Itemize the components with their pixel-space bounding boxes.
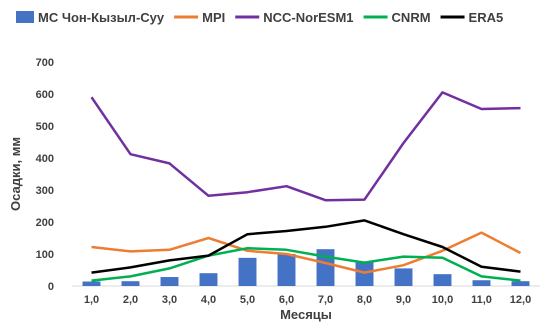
bar-mark (82, 281, 101, 286)
x-tick-label: 2,0 (123, 294, 138, 306)
line-series-group (90, 91, 522, 282)
legend-label: CNRM (392, 10, 431, 25)
legend-label: ERA5 (469, 10, 504, 25)
bar-mark (121, 281, 140, 286)
x-tick-label: 5,0 (240, 294, 255, 306)
x-tick-label: 1,0 (84, 294, 99, 306)
y-tick-label: 700 (36, 57, 54, 69)
legend-item: MPI (174, 10, 225, 25)
y-axis-title: Осадки, мм (8, 137, 23, 211)
series-line-4 (91, 219, 521, 274)
bar-mark (472, 280, 491, 286)
x-axis-title: Месяцы (280, 307, 332, 322)
bar-mark (511, 281, 530, 286)
legend-item: ERA5 (440, 10, 504, 25)
x-tick-label: 8,0 (357, 294, 372, 306)
bar-series (82, 249, 530, 286)
x-tick-label: 7,0 (318, 294, 333, 306)
bar-mark (199, 273, 218, 286)
x-tick-label: 6,0 (279, 294, 294, 306)
x-tick-label: 4,0 (201, 294, 216, 306)
y-tick-label: 200 (36, 217, 54, 229)
bar-mark (160, 277, 179, 286)
bar-mark (355, 262, 374, 286)
y-axis-ticks: 0 100 200 300 400 500 600 700 (36, 57, 54, 293)
series-line-1 (91, 231, 522, 274)
legend-item: NCC-NorESM1 (235, 10, 354, 25)
x-axis-ticks: 1,0 2,0 3,0 4,0 5,0 6,0 7,0 8,0 9,0 10,0 11,0 12,0 (84, 294, 531, 306)
x-tick-label: 10,0 (432, 294, 453, 306)
legend-label: MPI (202, 10, 225, 25)
legend-item: МС Чон-Кызыл-Суу (16, 10, 165, 25)
y-tick-label: 0 (48, 281, 54, 293)
x-tick-label: 11,0 (471, 294, 492, 306)
bar-mark (277, 254, 296, 286)
legend-item: CNRM (363, 10, 431, 25)
bar-mark (433, 274, 452, 286)
y-tick-label: 100 (36, 249, 54, 261)
x-tick-label: 3,0 (162, 294, 177, 306)
legend-swatch (16, 11, 34, 23)
series-line-2 (90, 91, 521, 202)
x-tick-label: 12,0 (510, 294, 531, 306)
bar-mark (394, 268, 413, 286)
legend-label: МС Чон-Кызыл-Суу (38, 10, 165, 25)
bar-mark (238, 257, 257, 286)
legend-label: NCC-NorESM1 (263, 10, 353, 25)
legend: МС Чон-Кызыл-Суу MPI NCC-NorESM1 CNRM ERA5 (16, 10, 503, 25)
y-tick-label: 400 (36, 153, 54, 165)
y-tick-label: 500 (36, 121, 54, 133)
series-line-3 (91, 246, 521, 282)
y-tick-label: 600 (36, 89, 54, 101)
y-tick-label: 300 (36, 185, 54, 197)
x-tick-label: 9,0 (396, 294, 411, 306)
